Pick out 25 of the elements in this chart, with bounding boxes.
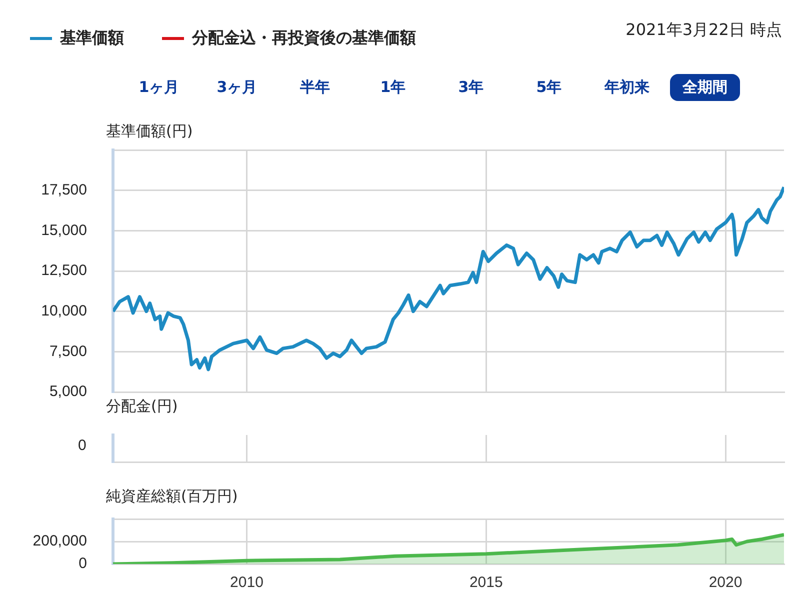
- legend-label: 分配金込・再投資後の基準価額: [192, 28, 416, 49]
- text: 全期間: [670, 74, 740, 101]
- y-tick-label: 17,500: [41, 181, 87, 198]
- text: 半年: [299, 77, 331, 98]
- text: 5年: [535, 77, 563, 98]
- x-tick-label: 2015: [469, 574, 503, 592]
- legend-label: 基準価額: [60, 28, 124, 49]
- y-tick-label: 10,000: [41, 302, 87, 320]
- x-tick-label: 2010: [230, 574, 264, 592]
- chart-subtitle: 2021年3月22日 時点: [626, 20, 782, 41]
- y-axis-title: 純資産総額(百万円): [106, 487, 238, 506]
- text: 3ヶ月: [216, 77, 258, 98]
- y-tick-label: 15,000: [41, 222, 87, 239]
- text: 1年: [379, 77, 407, 98]
- y-axis-title: 基準価額(円): [106, 122, 193, 141]
- text: 分配金(円): [106, 397, 178, 416]
- y-tick-label: 5,000: [49, 383, 87, 400]
- text: 年初来: [603, 77, 650, 98]
- text: 1ヶ月: [138, 77, 180, 98]
- y-tick-label: 200,000: [32, 532, 87, 550]
- y-tick-label: 0: [78, 555, 87, 572]
- y-tick-label: 12,500: [41, 262, 87, 280]
- text: 3年: [457, 77, 485, 98]
- x-tick-label: 2020: [708, 574, 742, 592]
- y-tick-label: 7,500: [49, 342, 87, 360]
